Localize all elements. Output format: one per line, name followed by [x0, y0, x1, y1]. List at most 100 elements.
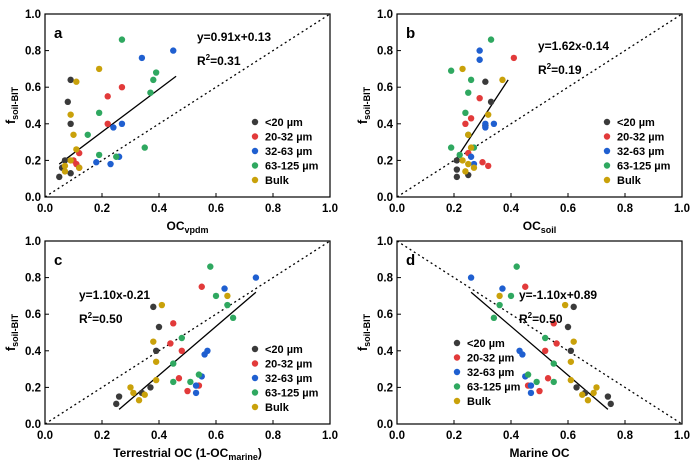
legend-marker: [251, 118, 259, 126]
data-point: [462, 109, 469, 117]
data-point: [561, 301, 569, 309]
data-point: [476, 94, 483, 102]
data-point: [453, 173, 461, 181]
y-tick-label: 0.4: [377, 346, 394, 358]
data-point: [187, 378, 194, 386]
legend-marker: [453, 397, 461, 405]
data-point: [542, 334, 549, 342]
y-tick-label: 0.0: [25, 419, 41, 431]
data-point: [467, 153, 475, 160]
y-tick-label: 1.0: [25, 9, 41, 21]
data-point: [178, 334, 185, 342]
data-point: [533, 378, 540, 386]
legend-marker: [251, 389, 259, 396]
data-point: [536, 387, 543, 395]
data-point: [104, 93, 111, 100]
data-point: [167, 340, 174, 347]
one-to-one-line: [44, 13, 331, 198]
axes-frame: [44, 13, 331, 198]
legend-marker: [453, 368, 461, 376]
x-tick-label: 0.2: [446, 430, 462, 442]
data-point: [465, 160, 472, 168]
data-point: [553, 340, 560, 347]
panel-a: 0.0 0.2 0.4 0.6 0.8 1.0 0.0 0.2 0.4 0.6 0.8 1.0 a y=0…: [3, 9, 338, 235]
data-point: [73, 78, 80, 85]
x-axis-label: Terrestrial OC (1-OCmarine): [113, 446, 262, 462]
axes-frame: [44, 240, 331, 425]
data-point: [252, 274, 260, 281]
y-tick-label: 0.8: [25, 273, 42, 285]
y-tick-label: 0.2: [377, 155, 393, 167]
x-tick-label: 0.4: [503, 203, 520, 215]
data-point: [482, 78, 489, 85]
data-point: [67, 157, 74, 164]
legend-entry: 20-32 µm: [617, 132, 665, 144]
series-s63_125: [170, 263, 237, 386]
data-point: [152, 376, 160, 384]
axes-frame: [396, 13, 683, 198]
axes-frame: [396, 240, 683, 425]
data-point: [67, 111, 74, 118]
data-point: [550, 378, 557, 386]
one-to-one-line: [44, 240, 331, 425]
data-point: [224, 301, 231, 309]
data-point: [573, 384, 580, 391]
legend-entry: Bulk: [467, 396, 492, 408]
data-point: [476, 56, 483, 63]
panel-label: c: [54, 252, 62, 269]
data-point: [170, 47, 177, 54]
data-point: [212, 292, 220, 300]
r-squared: R2=0.31: [197, 53, 241, 68]
legend-entry: 63-125 µm: [617, 161, 671, 173]
series-bulk: [459, 65, 506, 175]
y-tick-label: 0.6: [377, 82, 393, 94]
data-point: [499, 76, 506, 84]
data-point: [138, 54, 146, 62]
data-point: [104, 120, 111, 128]
legend-entry: 20-32 µm: [467, 353, 515, 365]
data-point: [113, 400, 120, 408]
data-point: [476, 47, 483, 54]
data-point: [542, 347, 549, 354]
x-tick-label: 0.4: [151, 203, 168, 215]
legend-marker: [251, 147, 259, 155]
data-point: [482, 124, 489, 131]
regression-equation: y=1.10x-0.21: [79, 288, 150, 302]
data-point: [467, 274, 475, 281]
data-point: [61, 157, 69, 164]
data-point: [567, 358, 575, 365]
legend-entry: <20 µm: [265, 344, 303, 356]
x-tick-label: 0.8: [265, 203, 282, 215]
y-tick-label: 1.0: [377, 236, 393, 248]
panel-d: 0.0 0.2 0.4 0.6 0.8 1.0 0.0 0.2 0.4 0.6 0.8 1.0 d y=-…: [355, 236, 690, 460]
legend-entry: Bulk: [617, 175, 642, 187]
legend-entry: 32-63 µm: [617, 146, 665, 158]
data-point: [470, 164, 478, 171]
series-s32_63: [467, 274, 535, 397]
data-point: [207, 263, 214, 270]
data-point: [567, 376, 575, 384]
legend-marker: [251, 176, 259, 184]
data-point: [467, 144, 475, 151]
data-point: [465, 131, 472, 138]
panel-c: 0.0 0.2 0.4 0.6 0.8 1.0 0.0 0.2 0.4 0.6 0.8 1.0 c y=1…: [3, 236, 338, 462]
data-point: [229, 314, 237, 322]
series-s63_125: [490, 263, 557, 386]
x-tick-label: 1.0: [674, 430, 690, 442]
data-point: [490, 120, 498, 128]
x-tick-label: 0.6: [208, 430, 224, 442]
y-tick-label: 0.0: [377, 419, 393, 431]
legend-marker: [251, 345, 259, 353]
data-point: [150, 76, 157, 84]
series-s63_125: [447, 36, 495, 159]
x-tick-label: 0.0: [37, 203, 53, 215]
r-squared: R2=0.19: [538, 62, 582, 77]
data-point: [487, 36, 495, 43]
data-point: [64, 98, 72, 106]
legend-marker: [251, 360, 259, 367]
data-point: [93, 159, 100, 166]
data-point: [224, 292, 231, 300]
data-point: [590, 389, 597, 397]
legend: <20 µm 20-32 µm 32-63 µm 63-125 µm Bulk: [251, 344, 319, 414]
